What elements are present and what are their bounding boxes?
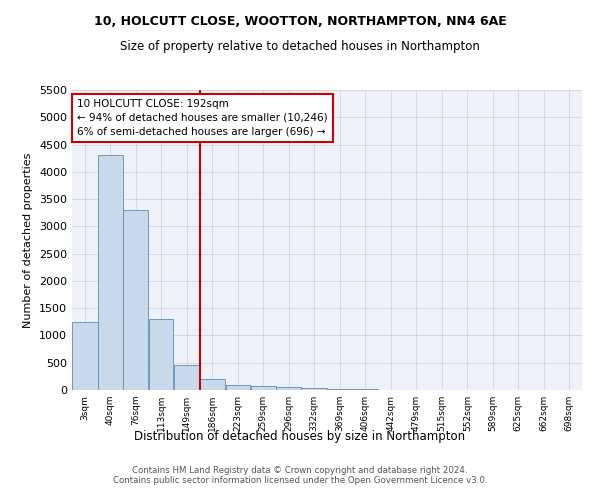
Text: 10 HOLCUTT CLOSE: 192sqm
← 94% of detached houses are smaller (10,246)
6% of sem: 10 HOLCUTT CLOSE: 192sqm ← 94% of detach… (77, 99, 328, 137)
Bar (174, 366, 199, 390)
Y-axis label: Number of detached properties: Number of detached properties (23, 152, 34, 328)
Bar (226, 384, 250, 390)
Text: 10, HOLCUTT CLOSE, WOOTTON, NORTHAMPTON, NN4 6AE: 10, HOLCUTT CLOSE, WOOTTON, NORTHAMPTON,… (94, 15, 506, 28)
Bar (149, 319, 173, 390)
Bar (301, 388, 327, 390)
Bar (251, 386, 276, 390)
Bar (98, 156, 122, 390)
Bar (277, 388, 301, 390)
Bar (327, 389, 353, 390)
Bar (200, 379, 225, 390)
Text: Distribution of detached houses by size in Northampton: Distribution of detached houses by size … (134, 430, 466, 443)
Text: Contains HM Land Registry data © Crown copyright and database right 2024.
Contai: Contains HM Land Registry data © Crown c… (113, 466, 487, 485)
Bar (72, 322, 98, 390)
Text: Size of property relative to detached houses in Northampton: Size of property relative to detached ho… (120, 40, 480, 53)
Bar (123, 210, 148, 390)
